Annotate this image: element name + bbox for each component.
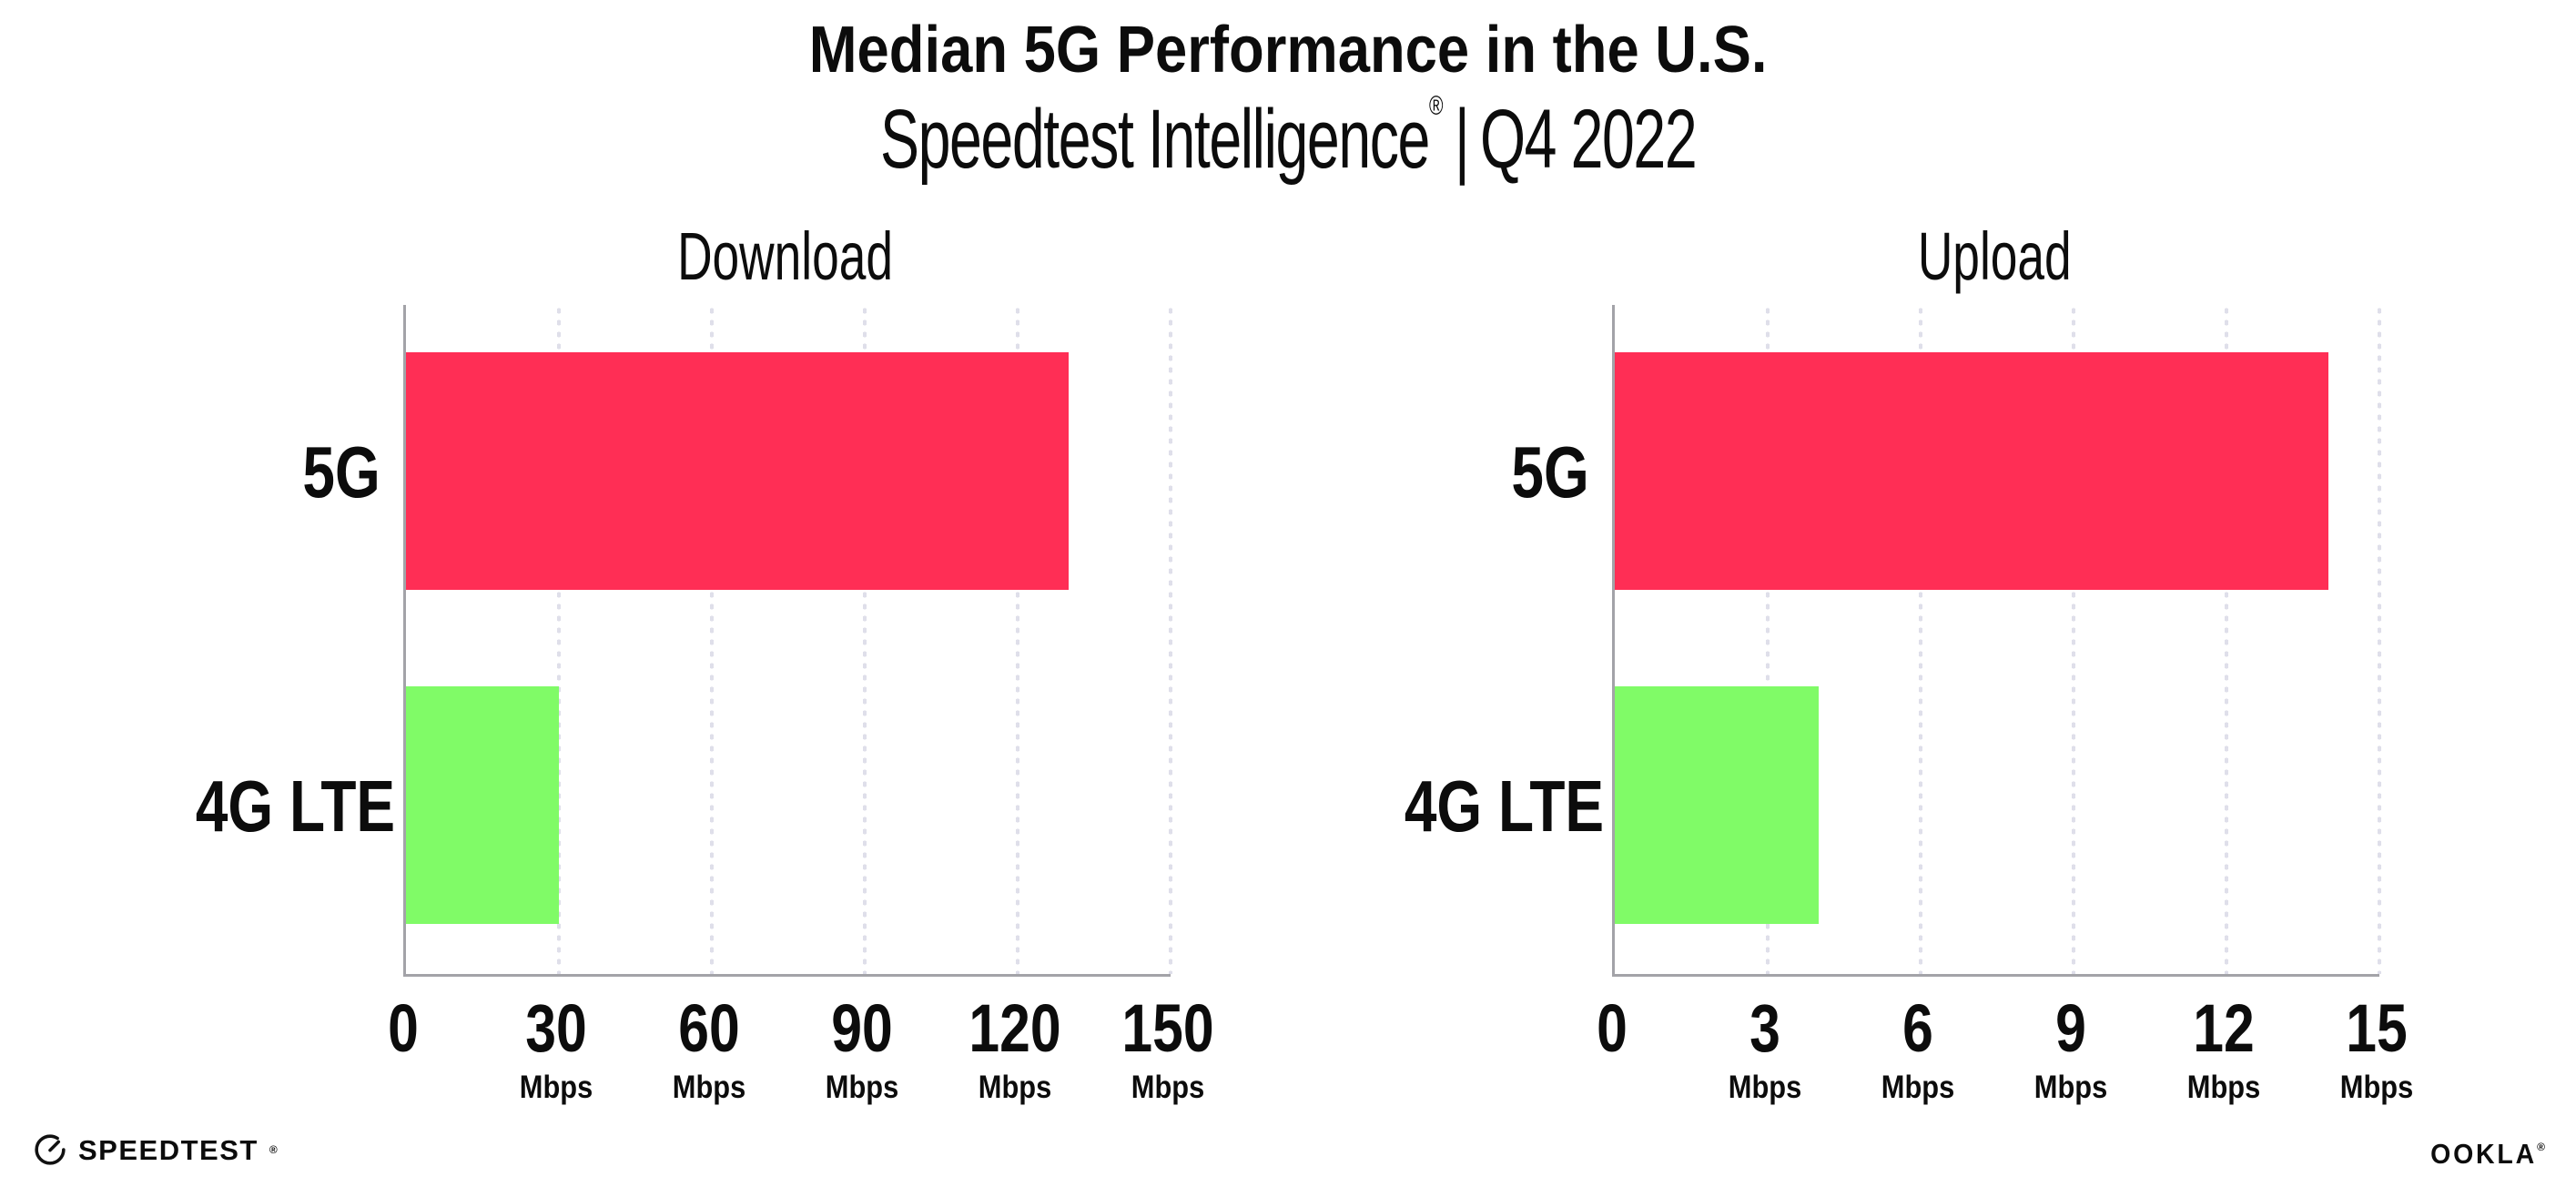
upload-chart-title-text: Upload [1917, 218, 2072, 294]
x-tick-download-30: 30 Mbps [514, 990, 597, 1105]
x-tick-value: 6 [1902, 990, 1933, 1066]
download-category-labels: 5G 4G LTE [146, 305, 395, 974]
speedtest-logo: SPEEDTEST ® [33, 1132, 278, 1167]
upload-chart-title: Upload [1612, 223, 2377, 290]
x-tick-unit: Mbps [519, 1070, 593, 1105]
category-label-text: 5G [302, 431, 380, 512]
gridline-download-60 [710, 305, 714, 974]
x-tick-value: 0 [388, 990, 419, 1066]
download-x-axis-ticks: 0 30 Mbps 60 Mbps 90 Mbps 120 Mbps 150 Mbps [388, 990, 1213, 1113]
upload-x-axis-ticks: 0 3 Mbps 6 Mbps 9 Mbps 12 Mbps 15 Mbps [1597, 990, 2413, 1113]
gridline-download-90 [863, 305, 867, 974]
page-subtitle-text: Speedtest Intelligence® | Q4 2022 [880, 91, 1698, 182]
x-tick-upload-3: 3 Mbps [1723, 990, 1806, 1105]
x-tick-upload-12: 12 Mbps [2182, 990, 2265, 1105]
bar-upload-4g-lte [1615, 685, 1819, 924]
x-tick-unit: Mbps [672, 1070, 746, 1105]
x-tick-value: 15 [2346, 990, 2408, 1066]
category-label-download-5g: 5G [146, 431, 380, 512]
ookla-registered-mark: ® [2537, 1141, 2545, 1153]
x-tick-download-0: 0 [384, 995, 421, 1062]
x-tick-unit: Mbps [2186, 1070, 2261, 1105]
page-subtitle: Speedtest Intelligence® | Q4 2022 [0, 91, 2576, 182]
category-label-text: 4G LTE [1404, 766, 1605, 847]
ookla-logo-text: OOKLA [2430, 1138, 2538, 1170]
x-tick-upload-0: 0 [1593, 995, 1630, 1062]
bar-download-5g [406, 352, 1069, 591]
x-tick-upload-15: 15 Mbps [2335, 990, 2418, 1105]
x-tick-value: 60 [678, 990, 740, 1066]
x-tick-value: 0 [1597, 990, 1628, 1066]
x-tick-unit: Mbps [1728, 1070, 1802, 1105]
download-chart: Download 5G 4G LTE 0 30 Mbps 60 Mbps 90 Mbps 120… [146, 223, 1214, 1115]
x-tick-download-90: 90 Mbps [820, 990, 903, 1105]
subtitle-period: Q4 2022 [1479, 93, 1698, 186]
x-tick-unit: Mbps [825, 1070, 899, 1105]
gridline-upload-15 [2378, 305, 2381, 974]
gridline-download-30 [557, 305, 561, 974]
x-tick-value: 30 [525, 990, 587, 1066]
x-tick-download-150: 150 Mbps [1111, 990, 1223, 1105]
x-tick-unit: Mbps [2339, 1070, 2414, 1105]
subtitle-brand: Speedtest Intelligence [879, 93, 1430, 186]
upload-chart: Upload 5G 4G LTE 0 3 Mbps 6 Mbps 9 Mbps 12 Mbps 15… [1354, 223, 2413, 1115]
gridline-upload-6 [1919, 305, 1922, 974]
upload-plot-area [1612, 305, 2381, 977]
category-label-upload-4g-lte: 4G LTE [1354, 768, 1604, 845]
category-label-text: 4G LTE [195, 766, 396, 847]
x-tick-value: 120 [969, 990, 1061, 1066]
x-tick-unit: Mbps [2033, 1070, 2108, 1105]
bar-download-4g-lte [406, 685, 559, 924]
bar-upload-5g [1615, 352, 2328, 591]
category-label-download-4g-lte: 4G LTE [146, 768, 395, 845]
download-chart-title: Download [403, 223, 1168, 290]
gridline-upload-12 [2225, 305, 2228, 974]
page-title: Median 5G Performance in the U.S. [0, 14, 2576, 86]
x-tick-value: 3 [1749, 990, 1780, 1066]
page-title-text: Median 5G Performance in the U.S. [808, 14, 1768, 86]
gridline-upload-9 [2072, 305, 2075, 974]
x-tick-unit: Mbps [978, 1070, 1052, 1105]
download-plot-area [403, 305, 1172, 977]
x-tick-upload-6: 6 Mbps [1876, 990, 1959, 1105]
x-tick-download-120: 120 Mbps [958, 990, 1070, 1105]
x-tick-unit: Mbps [1881, 1070, 1955, 1105]
x-tick-unit: Mbps [1131, 1070, 1205, 1105]
speedtest-gauge-icon [35, 1134, 66, 1165]
gridline-download-150 [1169, 305, 1172, 974]
x-tick-download-60: 60 Mbps [667, 990, 750, 1105]
x-tick-upload-9: 9 Mbps [2029, 990, 2112, 1105]
x-tick-value: 12 [2193, 990, 2255, 1066]
registered-trademark-icon: ® [1428, 91, 1444, 121]
x-tick-value: 90 [831, 990, 893, 1066]
x-tick-value: 9 [2055, 990, 2086, 1066]
subtitle-separator: | [1454, 93, 1470, 186]
speedtest-registered-mark: ® [269, 1143, 278, 1156]
upload-category-labels: 5G 4G LTE [1354, 305, 1604, 974]
category-label-text: 5G [1511, 431, 1589, 512]
gridline-upload-3 [1766, 305, 1770, 974]
gridline-download-120 [1016, 305, 1019, 974]
x-tick-value: 150 [1121, 990, 1214, 1066]
speedtest-logo-text: SPEEDTEST [78, 1133, 259, 1166]
category-label-upload-5g: 5G [1354, 431, 1589, 512]
ookla-logo: OOKLA® [2421, 1140, 2545, 1168]
download-chart-title-text: Download [677, 218, 894, 294]
